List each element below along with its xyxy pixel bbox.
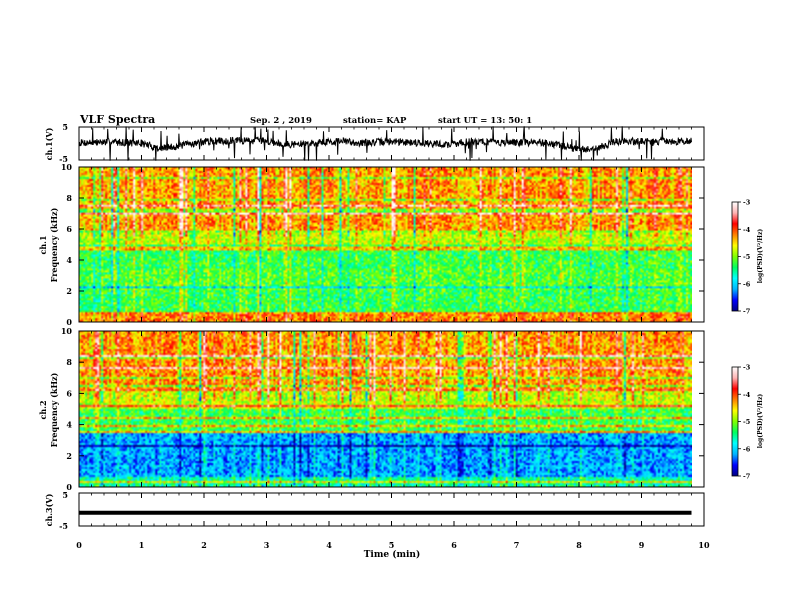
time-tick-label: 2 xyxy=(201,540,207,550)
ch1-colorbar-ticks: -3 -4 -5 -6 -7 xyxy=(738,199,751,316)
ch3-ytick-top: 5 xyxy=(62,490,68,500)
colorbar-tick-label: -7 xyxy=(743,473,750,481)
ch1-frequency-ylabel: Frequency (kHz) xyxy=(49,207,59,282)
freq-tick-label: 10 xyxy=(61,162,73,172)
ch3-waveform-ylabel: ch.3(V) xyxy=(44,493,54,526)
ch2-frequency-ylabel: Frequency (kHz) xyxy=(49,372,59,447)
time-tick-label: 9 xyxy=(639,540,645,550)
station-label: station= KAP xyxy=(343,116,407,126)
ch2-spectrogram-ylabel: ch.2 xyxy=(38,400,48,419)
ch1-spectrogram-image xyxy=(79,167,692,322)
freq-tick-label: 6 xyxy=(66,224,72,234)
ch1-spectrogram-panel: 0 2 4 6 8 10 ch.1 Frequency (kHz) xyxy=(38,162,705,327)
time-axis-ticks: 0 1 2 3 4 5 6 7 8 9 10 xyxy=(76,127,710,550)
time-tick-label: 8 xyxy=(576,540,582,550)
ch2-colorbar-ticks: -3 -4 -5 -6 -7 xyxy=(738,364,751,481)
time-tick-label: 3 xyxy=(264,540,270,550)
colorbar-tick-label: -3 xyxy=(743,364,751,372)
freq-tick-label: 10 xyxy=(61,326,73,336)
colorbar-tick-label: -5 xyxy=(743,253,751,261)
ch3-waveform-panel: 5 -5 ch.3(V) xyxy=(44,490,705,531)
colorbar-tick-label: -7 xyxy=(743,308,750,316)
colorbar-tick-label: -6 xyxy=(743,445,751,453)
time-tick-label: 0 xyxy=(76,540,82,550)
ch2-spectrogram-yticks: 0 2 4 6 8 10 xyxy=(61,326,704,492)
time-tick-label: 7 xyxy=(514,540,520,550)
freq-tick-label: 4 xyxy=(66,255,72,265)
ch1-ytick-top: 5 xyxy=(62,122,68,132)
ch1-colorbar: -3 -4 -5 -6 -7 log(PSD)(V²/Hz) xyxy=(731,199,764,316)
time-tick-label: 1 xyxy=(139,540,145,550)
figure-title: VLF Spectra xyxy=(79,113,155,126)
freq-tick-label: 6 xyxy=(66,388,72,398)
colorbar-tick-label: -6 xyxy=(743,280,751,288)
freq-tick-label: 2 xyxy=(66,451,72,461)
start-time-label: start UT = 13: 50: 1 xyxy=(438,116,532,126)
ch3-ytick-bottom: -5 xyxy=(59,521,68,531)
ch2-colorbar: -3 -4 -5 -6 -7 log(PSD)(V²/Hz) xyxy=(731,364,764,481)
freq-tick-label: 2 xyxy=(66,286,72,296)
freq-tick-label: 8 xyxy=(66,193,72,203)
ch1-spectrogram-ylabel: ch.1 xyxy=(38,235,48,254)
freq-tick-label: 4 xyxy=(66,420,72,430)
time-tick-label: 10 xyxy=(698,540,710,550)
ch1-waveform-panel: 5 -5 ch.1(V) xyxy=(44,122,705,164)
freq-tick-label: 0 xyxy=(66,482,72,492)
ch1-waveform-line xyxy=(78,126,692,161)
ch1-ytick-bottom: -5 xyxy=(59,154,68,164)
time-tick-label: 5 xyxy=(389,540,395,550)
colorbar-tick-label: -4 xyxy=(743,226,751,234)
ch2-spectrogram-image xyxy=(79,331,692,487)
colorbar-tick-label: -3 xyxy=(743,199,751,207)
ch2-spectrogram-panel: 0 2 4 6 8 10 ch.2 Frequency (kHz) xyxy=(38,326,705,492)
freq-tick-label: 8 xyxy=(66,357,72,367)
ch1-waveform-ylabel: ch.1(V) xyxy=(44,127,54,160)
date-label: Sep. 2 , 2019 xyxy=(250,116,312,126)
freq-tick-label: 0 xyxy=(66,317,72,327)
colorbar-tick-label: -5 xyxy=(743,418,751,426)
time-tick-label: 6 xyxy=(451,540,457,550)
time-tick-label: 4 xyxy=(326,540,332,550)
ch1-spectrogram-yticks: 0 2 4 6 8 10 xyxy=(61,162,704,327)
colorbar-tick-label: -4 xyxy=(743,391,751,399)
ch1-colorbar-label: log(PSD)(V²/Hz) xyxy=(757,229,764,284)
ch2-colorbar-label: log(PSD)(V²/Hz) xyxy=(757,394,764,449)
time-axis-label: Time (min) xyxy=(364,549,421,560)
